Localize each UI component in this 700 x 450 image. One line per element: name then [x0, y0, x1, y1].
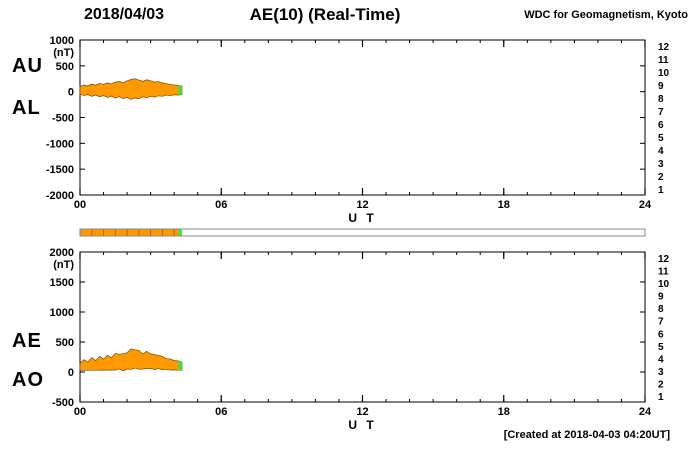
x-tick-label: 00	[74, 199, 86, 211]
y-tick-label: -1000	[46, 138, 74, 150]
y-tick-label: 2000	[50, 247, 74, 259]
y-tick-label: 1000	[50, 307, 74, 319]
station-number: 5	[658, 342, 664, 353]
station-number: 7	[658, 107, 664, 118]
y-tick-label: -500	[52, 113, 74, 125]
station-number: 4	[658, 146, 664, 157]
station-number: 3	[658, 159, 664, 170]
x-tick-label: 24	[639, 406, 652, 418]
realtime-tip	[178, 360, 182, 371]
station-number: 6	[658, 120, 664, 131]
page-title: AE(10) (Real-Time)	[249, 5, 401, 24]
au-al-station-number-column: 12 11 10 9 8 7 6 5 4 3 2 1	[658, 42, 670, 196]
station-number: 9	[658, 292, 664, 303]
al-axis-label: AL	[12, 97, 41, 119]
y-tick-label: 1500	[50, 277, 74, 289]
au-al-panel: 00 06 12 18 24 1000 500 0 -500 -1000 -1500 -2000 (nT…	[46, 35, 652, 225]
station-number: 2	[658, 172, 664, 183]
data-source-label: WDC for Geomagnetism, Kyoto	[524, 9, 688, 21]
x-axis-label: U T	[348, 211, 376, 225]
ae-ao-band	[79, 348, 183, 372]
station-number: 10	[658, 279, 670, 290]
station-number: 10	[658, 68, 670, 79]
y-tick-label: -500	[52, 397, 74, 409]
station-number: 4	[658, 354, 664, 365]
au-axis-label: AU	[12, 55, 43, 77]
realtime-tip	[178, 85, 182, 96]
bar-segment	[80, 229, 179, 236]
x-tick-label: 12	[356, 406, 368, 418]
x-tick-label: 12	[356, 199, 368, 211]
availability-bar	[79, 228, 646, 237]
station-number: 1	[658, 392, 664, 403]
x-axis-label: U T	[348, 418, 376, 432]
station-number: 12	[658, 254, 670, 265]
y-tick-label: -2000	[46, 190, 74, 202]
station-number: 5	[658, 133, 664, 144]
y-axis-unit: (nT)	[53, 47, 74, 59]
station-number: 7	[658, 317, 664, 328]
created-timestamp: [Created at 2018-04-03 04:20UT]	[503, 429, 670, 441]
station-number: 8	[658, 304, 664, 315]
station-number: 2	[658, 379, 664, 390]
station-number: 11	[658, 55, 669, 66]
station-number: 6	[658, 329, 664, 340]
plot-frame	[79, 39, 646, 196]
station-number: 8	[658, 94, 664, 105]
ae-ao-panel: 00 06 12 18 24 2000 1500 1000 500 0 -500 (nT) U T	[50, 247, 652, 432]
y-tick-label: 500	[56, 61, 74, 73]
x-tick-label: 18	[498, 199, 510, 211]
x-tick-label: 18	[498, 406, 510, 418]
station-number: 9	[658, 81, 664, 92]
x-tick-label: 24	[639, 199, 652, 211]
bar-frame	[79, 228, 646, 237]
ae-axis-label: AE	[12, 330, 42, 352]
bar-segment	[178, 229, 182, 236]
plot-frame	[79, 251, 646, 403]
ao-axis-label: AO	[12, 369, 44, 391]
x-tick-label: 06	[215, 199, 227, 211]
station-number: 1	[658, 185, 664, 196]
y-tick-label: 1000	[50, 35, 74, 47]
station-number: 11	[658, 267, 669, 278]
y-tick-label: 0	[68, 87, 74, 99]
station-number: 3	[658, 367, 664, 378]
x-tick-label: 06	[215, 406, 227, 418]
x-tick-label: 00	[74, 406, 86, 418]
plot-date: 2018/04/03	[84, 6, 165, 23]
y-tick-label: 0	[68, 367, 74, 379]
y-tick-label: -1500	[46, 164, 74, 176]
y-axis-unit: (nT)	[53, 259, 74, 271]
au-al-band	[79, 78, 183, 100]
y-tick-label: 500	[56, 337, 74, 349]
station-number: 12	[658, 42, 670, 53]
